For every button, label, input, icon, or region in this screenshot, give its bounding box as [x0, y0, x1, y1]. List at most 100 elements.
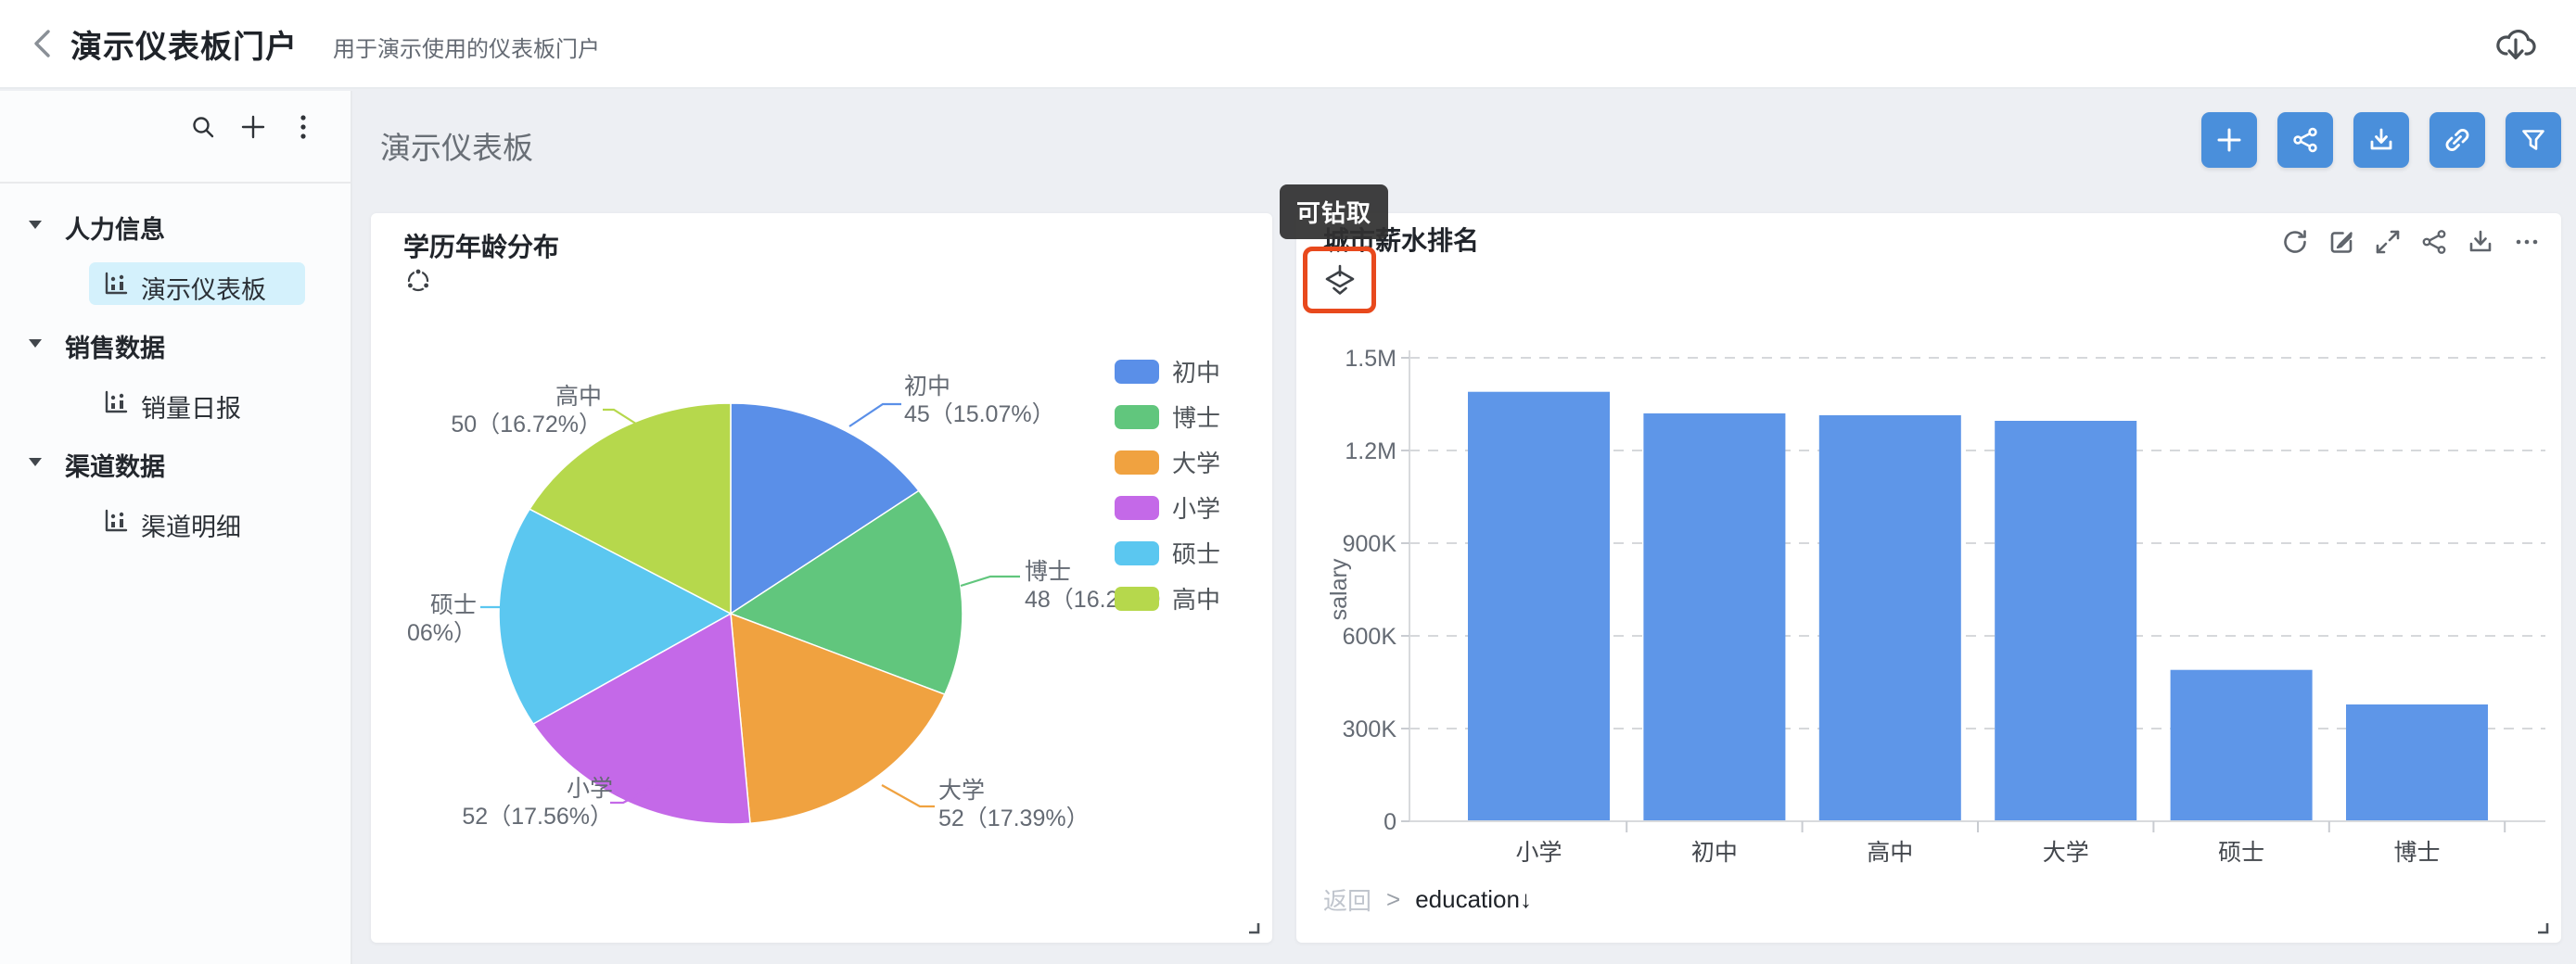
search-icon [193, 117, 214, 138]
chevron-left-icon [34, 30, 50, 57]
download-button[interactable] [2467, 228, 2494, 256]
x-category-label: 硕士 [2218, 840, 2264, 866]
pie-card-title: 学历年龄分布 [403, 233, 560, 261]
download-icon [2370, 128, 2392, 150]
pie-chart [480, 402, 1020, 825]
sidebar: 人力信息 演示仪表板 销售数据 销量日报 渠道 [0, 91, 352, 964]
linkage-indicator[interactable] [403, 265, 433, 295]
share-icon [2293, 127, 2317, 153]
more-button[interactable] [289, 113, 317, 141]
bar[interactable] [1468, 391, 1610, 821]
back-button[interactable] [26, 25, 59, 62]
bar-chart: 1.5M 1.2M 900K 600K 300K 0 小学 初中 高中 大学 硕士 博士 salary [1326, 346, 2545, 866]
share-button[interactable] [2277, 112, 2333, 168]
y-axis-title: salary [1326, 558, 1352, 620]
x-category-label: 大学 [2043, 840, 2089, 866]
tree-group-xiaoshou[interactable]: 销售数据 [0, 313, 351, 373]
export-button[interactable] [2493, 20, 2539, 67]
drill-tooltip: 可钻取 [1280, 184, 1388, 239]
drill-breadcrumb: 返回 > education↓ [1323, 882, 1532, 917]
sidebar-tools [189, 113, 317, 141]
y-tick-label: 0 [1384, 809, 1396, 835]
kebab-menu-icon [300, 115, 306, 139]
refresh-button[interactable] [2281, 228, 2309, 256]
bar[interactable] [2170, 669, 2313, 821]
legend-item[interactable]: 小学 [1115, 490, 1220, 525]
legend-label: 硕士 [1172, 540, 1221, 568]
cloud-download-icon [2496, 29, 2536, 60]
pie-label-leader [881, 784, 935, 808]
pie-slice[interactable] [529, 402, 732, 615]
drill-back-link[interactable]: 返回 [1323, 887, 1372, 915]
edit-button[interactable] [2327, 228, 2355, 256]
legend-item[interactable]: 高中 [1115, 581, 1220, 615]
legend-label: 初中 [1172, 359, 1221, 387]
chart-hover-actions [2281, 228, 2541, 256]
legend-swatch [1115, 586, 1159, 611]
pie-slice[interactable] [730, 402, 920, 615]
add-component-button[interactable] [2201, 112, 2257, 168]
drill-current-level[interactable]: education↓ [1415, 885, 1532, 913]
dashboard-tree: 人力信息 演示仪表板 销售数据 销量日报 渠道 [0, 195, 351, 551]
bar[interactable] [2346, 704, 2488, 821]
tree-item-label: 渠道明细 [141, 514, 241, 541]
legend-swatch [1115, 359, 1159, 384]
caret-down-icon [29, 339, 42, 348]
pie-slice[interactable] [730, 612, 946, 825]
tree-group-label: 销售数据 [65, 335, 165, 362]
edit-icon [2330, 232, 2353, 253]
tree-group-label: 渠道数据 [65, 453, 165, 481]
filter-icon [2522, 130, 2544, 150]
filter-button[interactable] [2506, 112, 2561, 168]
bar[interactable] [1995, 421, 2137, 821]
legend-item[interactable]: 大学 [1115, 445, 1220, 479]
y-tick-label: 900K [1343, 531, 1397, 557]
dashboard-toolbar [2201, 112, 2561, 168]
pie-label-leader [603, 408, 653, 435]
tree-item-label: 销量日报 [141, 395, 241, 423]
x-category-label: 小学 [1515, 840, 1562, 866]
y-tick-label: 1.5M [1345, 346, 1396, 372]
breadcrumb-separator: > [1386, 885, 1401, 913]
legend-item[interactable]: 初中 [1115, 354, 1220, 388]
resize-handle-icon[interactable] [2533, 919, 2550, 935]
pie-slice[interactable] [498, 508, 733, 725]
page-title: 演示仪表板 [380, 131, 533, 165]
legend-item[interactable]: 博士 [1115, 400, 1220, 434]
legend-item[interactable]: 硕士 [1115, 536, 1220, 570]
drill-icon[interactable] [1322, 262, 1358, 298]
tree-item-sales-daily[interactable]: 销量日报 [0, 373, 351, 432]
bar[interactable] [1643, 413, 1786, 821]
expand-icon [2376, 230, 2400, 254]
download-icon [2469, 230, 2492, 252]
legend-label: 大学 [1172, 450, 1221, 477]
refresh-icon [2284, 230, 2306, 253]
ellipsis-icon [2516, 239, 2538, 245]
y-tick-label: 300K [1343, 717, 1397, 742]
bar[interactable] [1818, 415, 1961, 821]
share-button[interactable] [2420, 228, 2448, 256]
tree-group-renli[interactable]: 人力信息 [0, 195, 351, 254]
linkage-icon [406, 267, 431, 292]
fullscreen-button[interactable] [2374, 228, 2402, 256]
tree-group-qudao[interactable]: 渠道数据 [0, 432, 351, 491]
x-category-label: 初中 [1691, 840, 1738, 866]
add-button[interactable] [239, 113, 267, 141]
tree-item-demo-dashboard[interactable]: 演示仪表板 [0, 254, 351, 313]
sidebar-divider [0, 182, 351, 184]
link-button[interactable] [2429, 112, 2485, 168]
download-button[interactable] [2353, 112, 2409, 168]
legend-label: 博士 [1172, 404, 1221, 432]
share-icon [2422, 230, 2446, 254]
pie-slice[interactable] [729, 489, 963, 696]
more-actions-button[interactable] [2513, 228, 2541, 256]
bar-chart-card: 城市薪水排名 [1296, 213, 2561, 943]
y-tick-label: 1.2M [1345, 438, 1396, 464]
app-header: 演示仪表板门户 用于演示使用的仪表板门户 [0, 0, 2576, 89]
legend-swatch [1115, 495, 1159, 520]
search-button[interactable] [189, 113, 217, 141]
tree-item-channel-detail[interactable]: 渠道明细 [0, 491, 351, 551]
resize-handle-icon[interactable] [1244, 919, 1261, 935]
plus-icon [241, 115, 265, 139]
dashboard-chart-icon [105, 509, 128, 532]
